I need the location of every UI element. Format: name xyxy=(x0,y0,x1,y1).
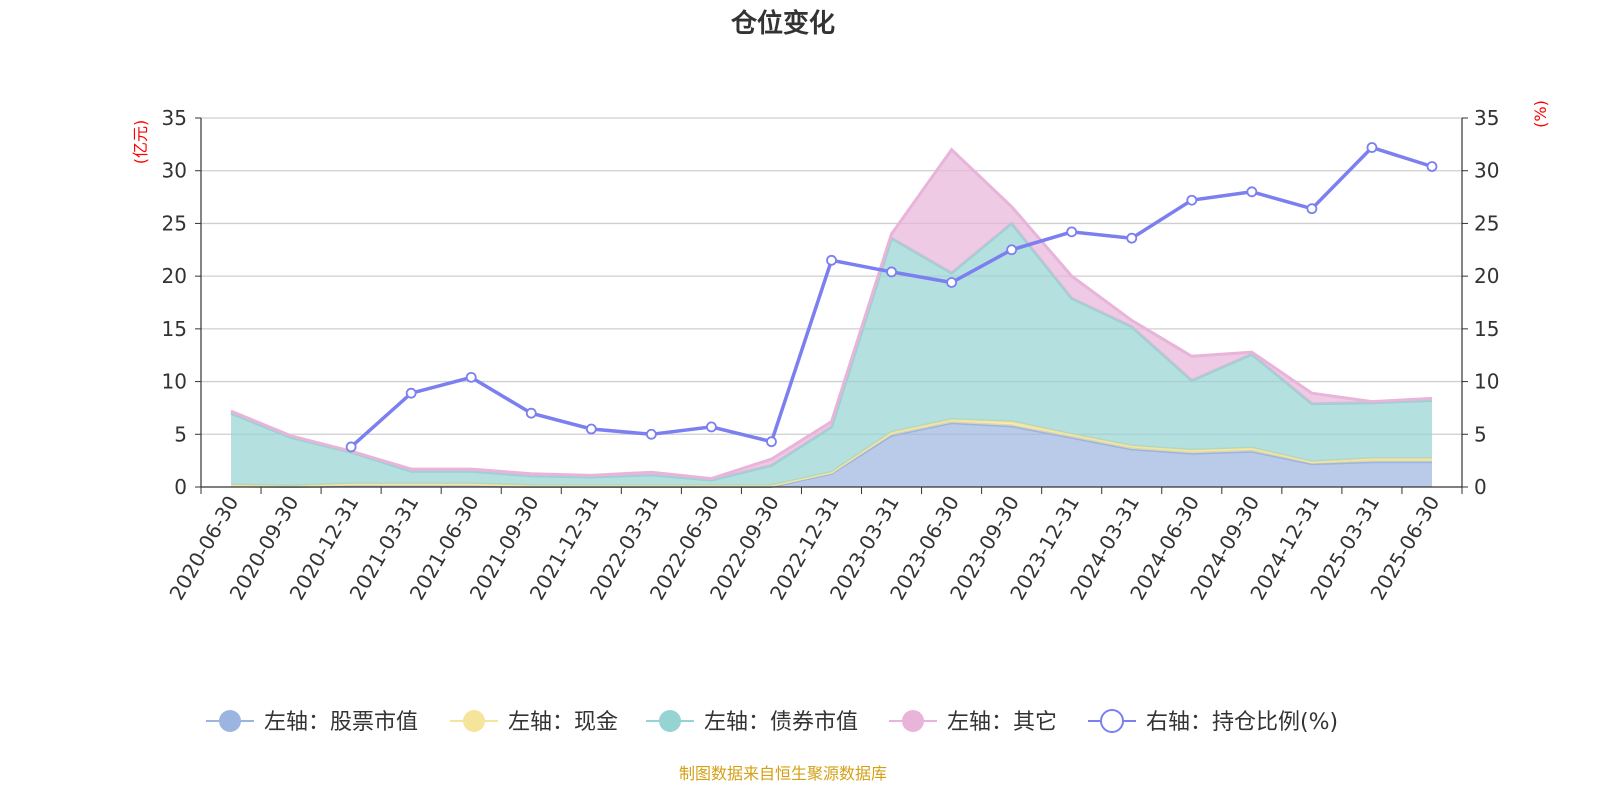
ratio-point xyxy=(1066,226,1078,238)
area-edge xyxy=(230,147,1433,481)
ratio-point xyxy=(645,428,657,440)
left-y-tick-label: 15 xyxy=(162,317,187,341)
legend: 左轴：股票市值 左轴：现金 左轴：债券市值 左轴：其它 右轴：持仓比例(%) xyxy=(206,709,1338,735)
area-9bb5e0 xyxy=(231,422,1432,487)
legend-marker xyxy=(219,710,241,732)
left-y-tick-label: 35 xyxy=(162,106,187,130)
ratio-point xyxy=(946,277,957,288)
ratio-point xyxy=(886,266,897,278)
ratio-point xyxy=(585,423,597,435)
ratio-line-series xyxy=(345,142,1438,453)
grid xyxy=(201,117,1462,435)
right-y-tick-label: 20 xyxy=(1474,264,1499,288)
ratio-point xyxy=(1366,142,1378,153)
ratio-point xyxy=(1246,186,1258,198)
source-note: 制图数据来自恒生聚源数据库 xyxy=(679,764,887,783)
right-y-tick-label: 35 xyxy=(1474,106,1499,130)
left-y-tick-label: 30 xyxy=(162,159,187,183)
ratio-point xyxy=(1006,244,1018,256)
legend-marker xyxy=(659,710,681,732)
ratio-point xyxy=(706,421,717,433)
left-y-tick-label: 10 xyxy=(162,370,187,394)
legend-label: 左轴：债券市值 xyxy=(704,710,858,735)
right-y-tick-label: 10 xyxy=(1474,370,1499,394)
legend-label: 左轴：其它 xyxy=(947,710,1057,735)
right-y-tick-label: 5 xyxy=(1474,422,1487,446)
legend-label: 左轴：股票市值 xyxy=(264,710,418,735)
legend-label: 左轴：现金 xyxy=(508,710,618,735)
legend-label: 右轴：持仓比例(%) xyxy=(1146,710,1338,735)
ratio-point xyxy=(465,371,477,383)
ratio-point xyxy=(345,441,357,453)
left-y-tick-label: 20 xyxy=(162,264,187,288)
right-y-tick-label: 15 xyxy=(1474,317,1499,341)
ratio-point xyxy=(1426,161,1438,172)
left-y-tick-label: 5 xyxy=(174,422,187,446)
legend-marker xyxy=(1100,709,1124,733)
ratio-point xyxy=(826,254,837,266)
right-y-tick-label: 0 xyxy=(1474,475,1487,499)
ratio-point xyxy=(1186,194,1198,206)
left-y-tick-label: 0 xyxy=(174,475,187,499)
chart-title: 仓位变化 xyxy=(730,8,835,39)
left-y-tick-label: 25 xyxy=(162,211,187,235)
area-series xyxy=(230,147,1433,489)
right-y-tick-label: 25 xyxy=(1474,211,1499,235)
legend-marker xyxy=(463,710,485,732)
legend-marker xyxy=(902,710,924,732)
area-96d3d3 xyxy=(231,223,1432,486)
left-axis-unit: (亿元) xyxy=(131,120,150,165)
right-y-tick-label: 30 xyxy=(1474,159,1499,183)
ratio-point xyxy=(405,387,417,399)
right-axis-unit: (%) xyxy=(1531,100,1550,128)
ratio-point xyxy=(1306,203,1318,215)
ratio-point xyxy=(766,436,777,448)
ratio-point xyxy=(1126,232,1138,244)
ratio-point xyxy=(525,407,537,419)
